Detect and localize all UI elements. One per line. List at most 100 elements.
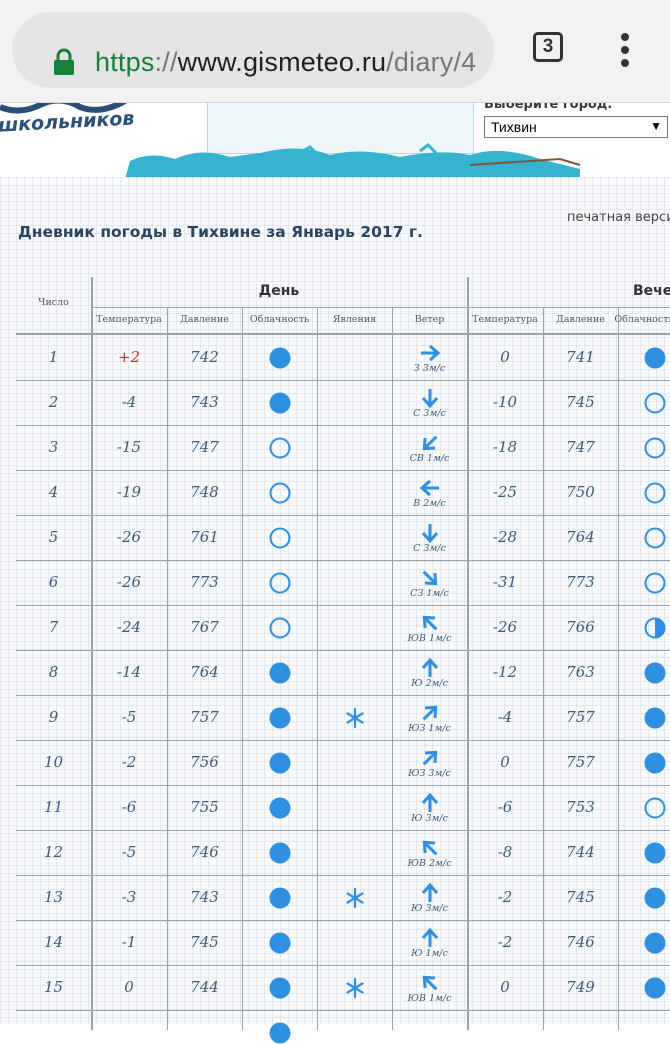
logo-graphic	[0, 103, 127, 114]
url-scheme: https	[95, 47, 155, 77]
wind-direction-arrow-icon	[422, 570, 437, 585]
wind-label: ЮВ 2м/с	[407, 857, 452, 869]
evening-pressure: 766	[566, 617, 595, 636]
dropdown-arrow-icon: ▼	[650, 119, 662, 133]
day-temperature: -2	[121, 752, 137, 771]
evening-pressure: 746	[566, 932, 595, 951]
day-temperature: -5	[121, 707, 137, 726]
day-pressure: 742	[190, 347, 219, 366]
print-version-link[interactable]: печатная верси	[567, 210, 670, 225]
cloudiness-full-icon	[269, 707, 290, 728]
wind-direction-arrow-icon	[421, 388, 438, 408]
evening-temperature: -4	[497, 707, 513, 726]
table-vline	[467, 277, 469, 1030]
wind-direction-arrow-icon	[422, 750, 437, 765]
cloudiness-clear-icon	[269, 572, 290, 593]
day-pressure: 757	[190, 707, 219, 726]
group-header-evening: Вечер	[633, 283, 670, 299]
table-vline	[167, 307, 168, 1030]
day-temperature: +2	[117, 347, 141, 366]
cloudiness-full-icon	[644, 887, 666, 908]
day-temperature: 0	[124, 977, 134, 996]
url-text[interactable]: https://www.gismeteo.ru/diary/4	[95, 44, 476, 80]
evening-pressure: 741	[566, 347, 595, 366]
day-temperature: -24	[116, 617, 142, 636]
overflow-menu-icon[interactable]	[620, 33, 630, 67]
wind-label: ЮВ 1м/с	[407, 992, 452, 1004]
site-header: школьников Выберите город: Тихвин ▼	[0, 103, 670, 177]
table-vline	[392, 307, 393, 1030]
tab-switcher-button[interactable]: 3	[533, 32, 563, 62]
wind-direction-arrow-icon	[422, 435, 437, 450]
cloudiness-half-icon	[644, 617, 666, 638]
day-temperature: -19	[116, 482, 142, 501]
cloudiness-clear-icon	[269, 527, 290, 548]
cloudiness-full-icon	[269, 842, 290, 863]
evening-temperature: -8	[497, 842, 513, 861]
wind-direction-arrow-icon	[422, 840, 437, 855]
wind-label: СЗ 1м/с	[410, 587, 449, 599]
evening-temperature: 0	[500, 347, 510, 366]
day-number: 7	[48, 617, 59, 636]
day-temperature: -4	[121, 392, 137, 411]
evening-pressure: 750	[566, 482, 595, 501]
lock-icon	[54, 48, 74, 75]
wind-label: В 2м/с	[413, 497, 446, 509]
wind-direction-arrow-icon	[421, 523, 438, 543]
cloudiness-clear-icon	[644, 797, 666, 818]
day-pressure: 744	[190, 977, 219, 996]
table-hline	[91, 307, 670, 308]
cloudiness-full-icon	[269, 797, 290, 818]
wind-direction-arrow-icon	[421, 882, 438, 902]
cloudiness-full-icon	[644, 662, 666, 683]
group-header-day: День	[258, 283, 300, 299]
evening-temperature: -28	[492, 527, 518, 546]
cloudiness-full-icon	[644, 347, 666, 368]
table-hline	[16, 333, 670, 335]
wind-direction-arrow-icon	[422, 615, 437, 630]
evening-temperature: -31	[492, 572, 518, 591]
wind-label: С 3м/с	[413, 407, 446, 419]
day-number: 12	[43, 842, 64, 861]
day-pressure: 747	[190, 437, 219, 456]
column-header: Явления	[332, 314, 377, 325]
day-number: 13	[43, 887, 64, 906]
table-hline	[16, 470, 670, 471]
evening-temperature: 0	[500, 977, 510, 996]
table-hline	[16, 515, 670, 516]
evening-pressure: 744	[566, 842, 595, 861]
table-hline	[16, 650, 670, 651]
evening-temperature: 0	[500, 752, 510, 771]
cloudiness-clear-icon	[644, 392, 666, 413]
wind-label: СВ 1м/с	[409, 452, 450, 464]
wind-direction-arrow-icon	[420, 344, 440, 361]
day-number: 4	[48, 482, 59, 501]
day-pressure: 743	[190, 392, 219, 411]
wind-direction-arrow-icon	[421, 927, 438, 947]
table-vline	[618, 307, 619, 1030]
column-header: Облачность	[249, 314, 310, 325]
address-bar[interactable]: https://www.gismeteo.ru/diary/4	[12, 12, 494, 88]
day-number: 6	[48, 572, 59, 591]
day-pressure: 761	[190, 527, 219, 546]
table-hline	[16, 1010, 670, 1011]
day-number: 14	[43, 932, 64, 951]
cloudiness-full-icon	[269, 662, 290, 683]
wind-label: ЮЗ 3м/с	[408, 767, 451, 779]
city-select-value: Тихвин	[491, 119, 537, 135]
wind-label: Ю 3м/с	[411, 812, 448, 824]
wind-direction-arrow-icon	[421, 792, 438, 812]
city-select-label: Выберите город:	[484, 103, 613, 112]
evening-temperature: -2	[497, 932, 513, 951]
day-pressure: 756	[190, 752, 219, 771]
day-temperature: -3	[121, 887, 137, 906]
cloudiness-clear-icon	[644, 572, 666, 593]
evening-temperature: -2	[497, 887, 513, 906]
cloudiness-clear-icon	[269, 617, 290, 638]
day-number: 5	[48, 527, 59, 546]
snow-icon	[345, 977, 364, 998]
table-hline	[16, 740, 670, 741]
cloudiness-full-icon	[644, 932, 666, 953]
city-select[interactable]: Тихвин ▼	[484, 116, 668, 138]
day-temperature: -15	[116, 437, 142, 456]
